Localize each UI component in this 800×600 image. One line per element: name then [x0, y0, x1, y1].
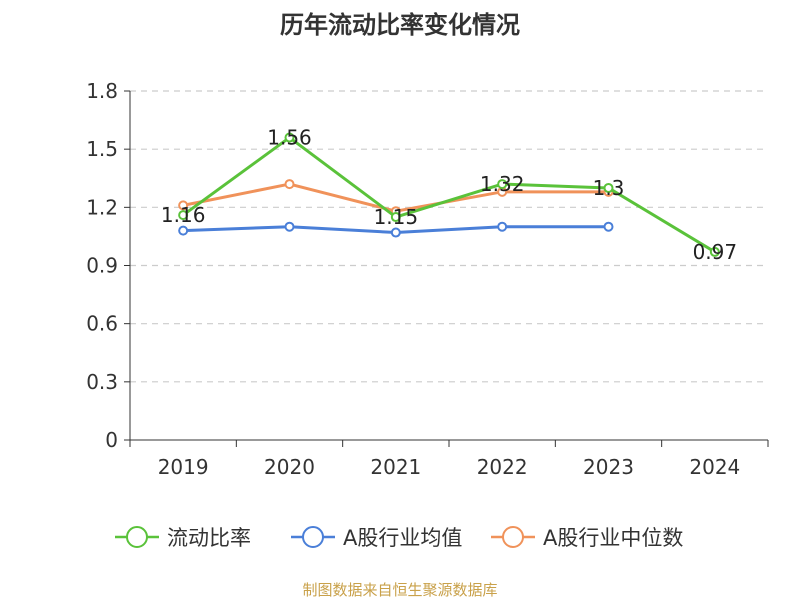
y-tick-label: 1.8	[86, 79, 118, 103]
legend-label: 流动比率	[167, 526, 251, 550]
series-1	[178, 221, 614, 238]
chart-title: 历年流动比率变化情况	[280, 11, 520, 39]
x-tick-label: 2019	[158, 455, 209, 479]
source-note: 制图数据来自恒生聚源数据库	[302, 581, 497, 599]
data-point	[709, 246, 720, 257]
data-point	[284, 179, 295, 190]
series-0	[178, 132, 720, 257]
data-point	[178, 210, 189, 221]
legend-item[interactable]: 流动比率	[115, 526, 251, 550]
data-label: 1.3	[593, 176, 625, 200]
x-tick-label: 2022	[477, 455, 528, 479]
data-point	[390, 212, 401, 223]
series-lines	[178, 132, 720, 257]
data-label: 0.97	[693, 240, 738, 264]
data-point	[178, 225, 189, 236]
legend-label: A股行业中位数	[543, 526, 683, 550]
data-label: 1.32	[480, 172, 525, 196]
data-point	[284, 221, 295, 232]
y-tick-label: 1.5	[86, 137, 118, 161]
legend-marker-icon	[302, 526, 324, 548]
legend-marker-icon	[502, 526, 524, 548]
series-2	[178, 179, 614, 217]
y-tick-label: 1.2	[86, 195, 118, 219]
data-point	[603, 221, 614, 232]
legend-marker-icon	[126, 526, 148, 548]
legend: 流动比率 A股行业均值 A股行业中位数	[115, 526, 683, 550]
legend-label: A股行业均值	[343, 526, 462, 550]
data-point	[390, 227, 401, 238]
y-tick-label: 0.3	[86, 370, 118, 394]
x-tick-label: 2023	[583, 455, 634, 479]
legend-item[interactable]: A股行业中位数	[491, 526, 683, 550]
y-tick-label: 0	[105, 428, 118, 452]
data-point	[497, 179, 508, 190]
y-tick-label: 0.6	[86, 312, 118, 336]
x-tick-label: 2021	[370, 455, 421, 479]
data-label: 1.56	[267, 126, 312, 150]
axes: 0 0.3 0.6 0.9 1.2 1.5 1.8 2019 2020 2021 2022 2023 2…	[86, 79, 769, 479]
legend-item[interactable]: A股行业均值	[291, 526, 462, 550]
grid-lines	[130, 90, 768, 383]
series-line	[182, 136, 716, 254]
data-point	[603, 182, 614, 193]
data-labels: 1.16 1.56 1.15 1.32 1.3 0.97	[161, 126, 737, 264]
y-tick-label: 0.9	[86, 254, 118, 278]
data-point	[284, 132, 295, 143]
x-tick-label: 2024	[689, 455, 740, 479]
data-point	[497, 221, 508, 232]
x-tick-label: 2020	[264, 455, 315, 479]
data-label: 1.16	[161, 203, 206, 227]
data-point	[178, 200, 189, 211]
data-label: 1.15	[374, 205, 419, 229]
